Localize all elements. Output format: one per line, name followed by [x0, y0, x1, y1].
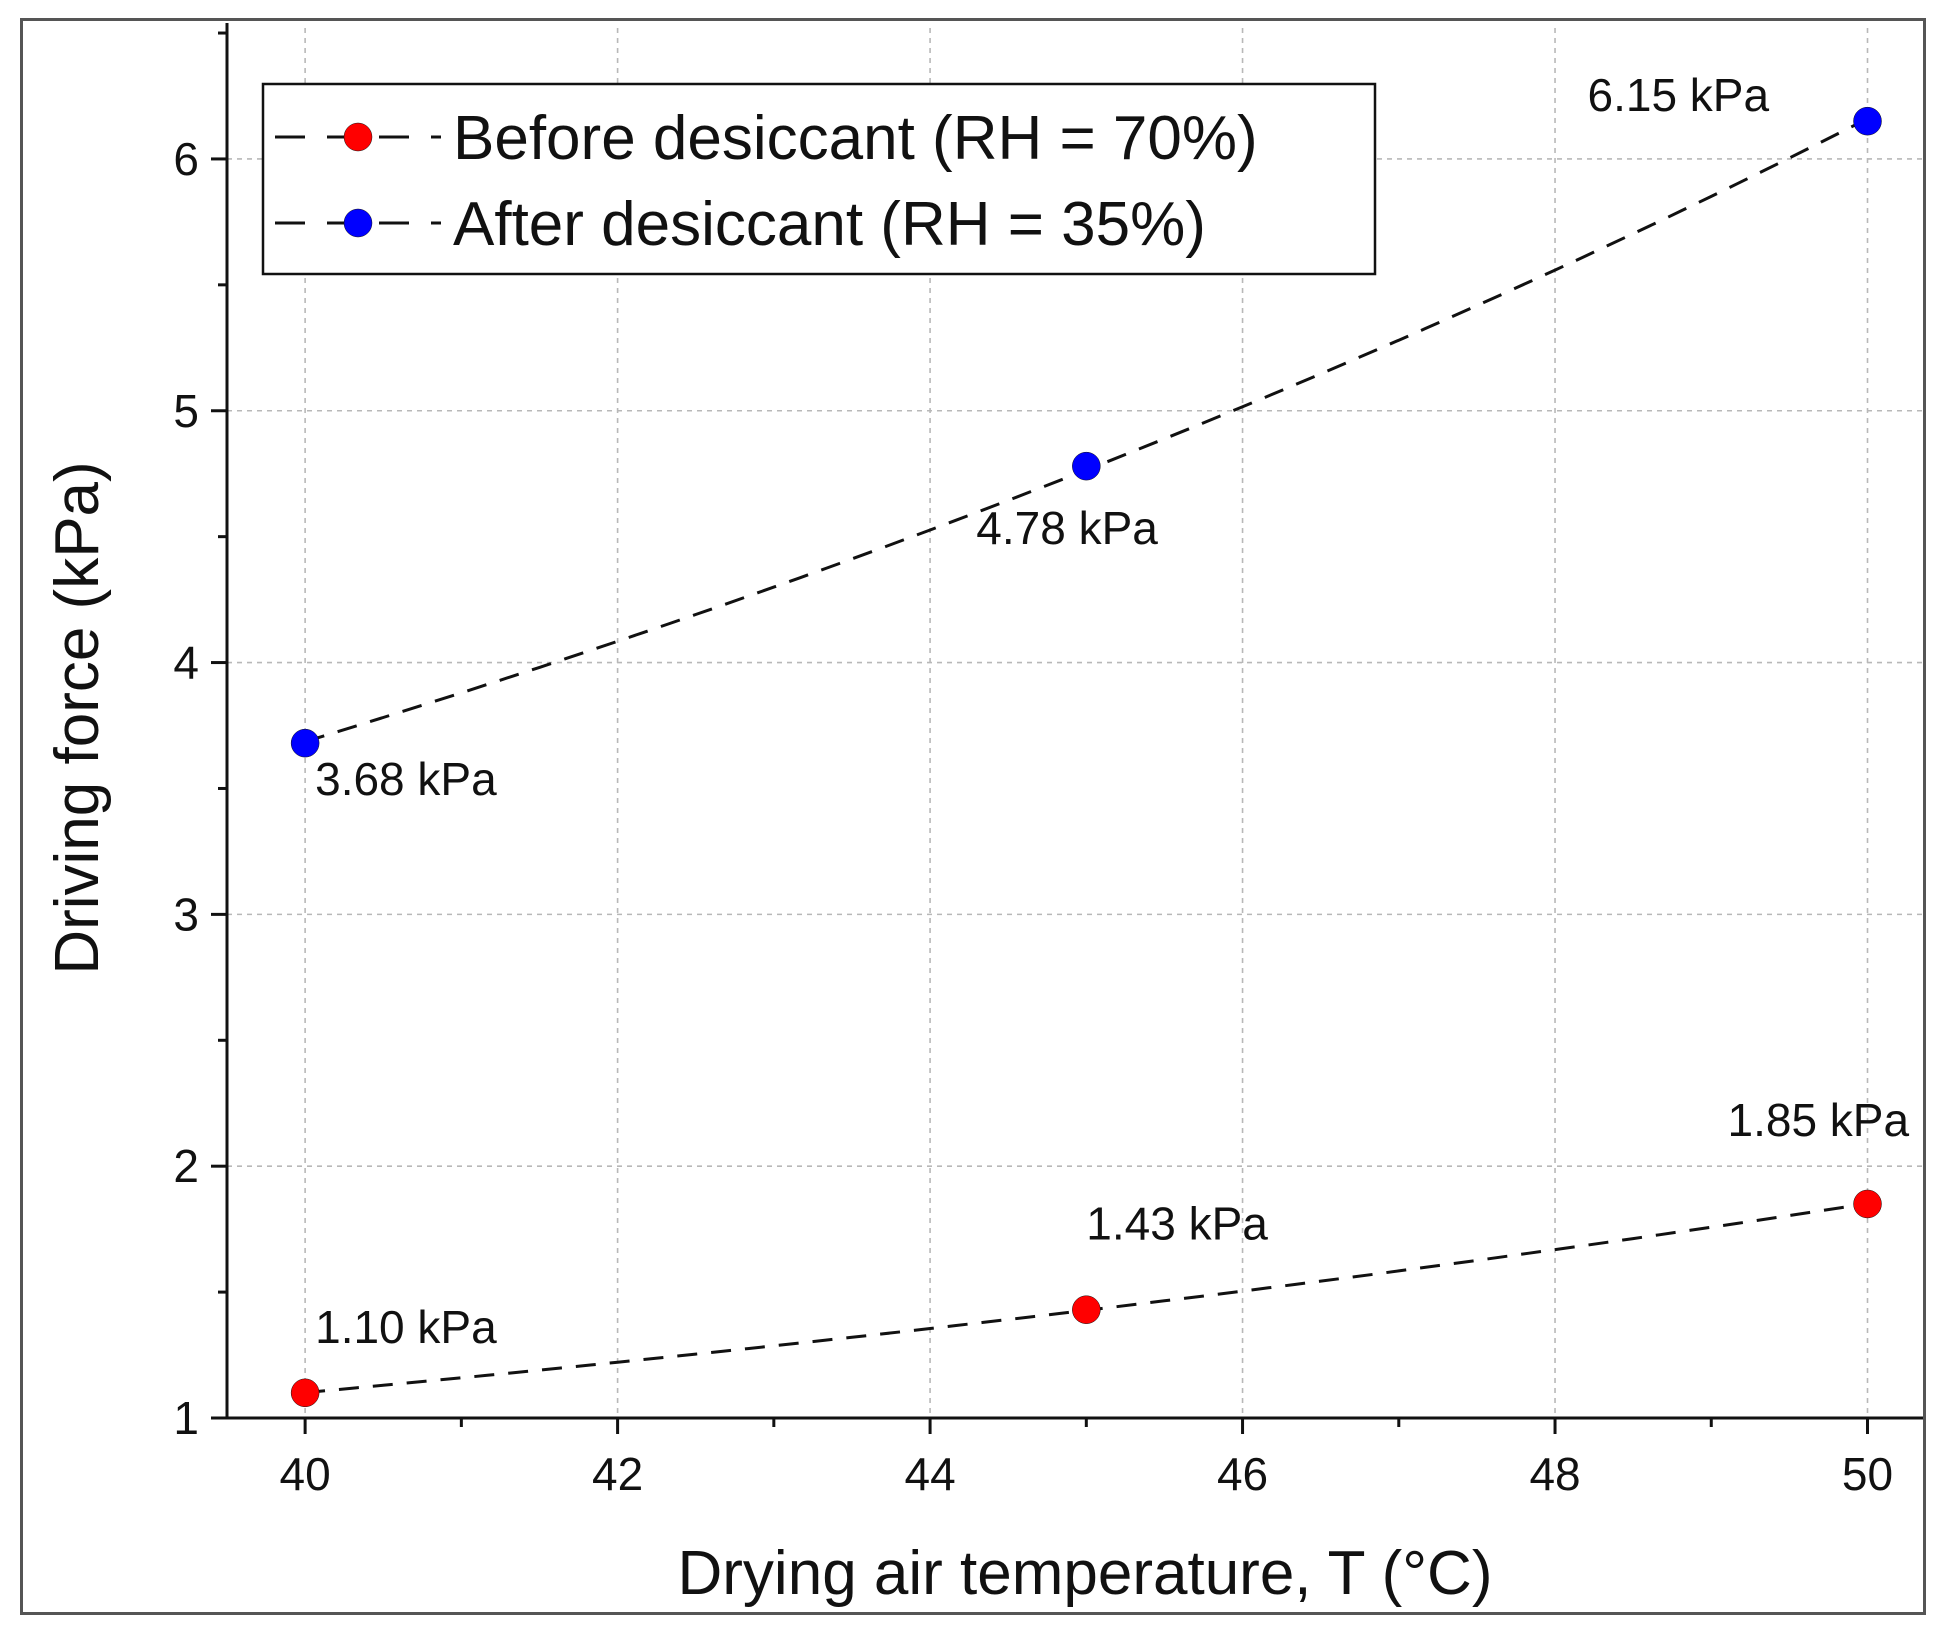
x-tick-label: 46 [1217, 1448, 1268, 1500]
x-axis-title: Drying air temperature, T (°C) [678, 1539, 1493, 1608]
data-point [1853, 106, 1882, 136]
data-point [1853, 1189, 1882, 1219]
data-label: 6.15 kPa [1588, 69, 1770, 121]
x-tick-label: 50 [1842, 1448, 1893, 1500]
y-tick-label: 2 [173, 1140, 199, 1192]
data-labels: 1.10 kPa 1.43 kPa 1.85 kPa 3.68 kPa 4.78 kPa… [315, 69, 1909, 1353]
x-tick-label: 42 [592, 1448, 643, 1500]
figure-frame: 1.10 kPa 1.43 kPa 1.85 kPa 3.68 kPa 4.78 kPa… [20, 18, 1926, 1615]
legend-label-after: After desiccant (RH = 35%) [453, 190, 1206, 259]
y-tick-label: 1 [173, 1392, 199, 1444]
y-tick-label: 6 [173, 133, 199, 185]
legend: Before desiccant (RH = 70%) After desicc… [261, 82, 1377, 276]
data-point [290, 728, 320, 758]
data-label: 4.78 kPa [976, 502, 1158, 554]
data-label: 1.43 kPa [1086, 1198, 1268, 1250]
y-tick-label: 4 [173, 637, 199, 689]
data-point [290, 1378, 320, 1408]
y-tick-label: 3 [173, 888, 199, 940]
x-tick-label: 40 [280, 1448, 331, 1500]
x-tick-label: 48 [1529, 1448, 1580, 1500]
data-label: 1.10 kPa [315, 1301, 497, 1353]
legend-label-before: Before desiccant (RH = 70%) [453, 104, 1258, 173]
data-point [1072, 1295, 1101, 1324]
legend-item-before: Before desiccant (RH = 70%) [275, 104, 1258, 173]
axes: 1 2 3 4 5 6 40 42 44 46 48 50 [173, 23, 1923, 1500]
x-tick-label: 44 [904, 1448, 955, 1500]
y-tick-label: 5 [173, 385, 199, 437]
line-chart: 1.10 kPa 1.43 kPa 1.85 kPa 3.68 kPa 4.78 kPa… [43, 23, 1923, 1608]
data-points [290, 106, 1882, 1408]
y-axis-title: Driving force (kPa) [43, 461, 112, 974]
data-label: 3.68 kPa [315, 753, 497, 805]
legend-box [261, 82, 1377, 276]
data-point [1072, 451, 1101, 481]
data-label: 1.85 kPa [1728, 1094, 1910, 1146]
legend-marker-before [343, 122, 373, 152]
legend-marker-after [343, 208, 373, 238]
legend-item-after: After desiccant (RH = 35%) [275, 190, 1206, 259]
